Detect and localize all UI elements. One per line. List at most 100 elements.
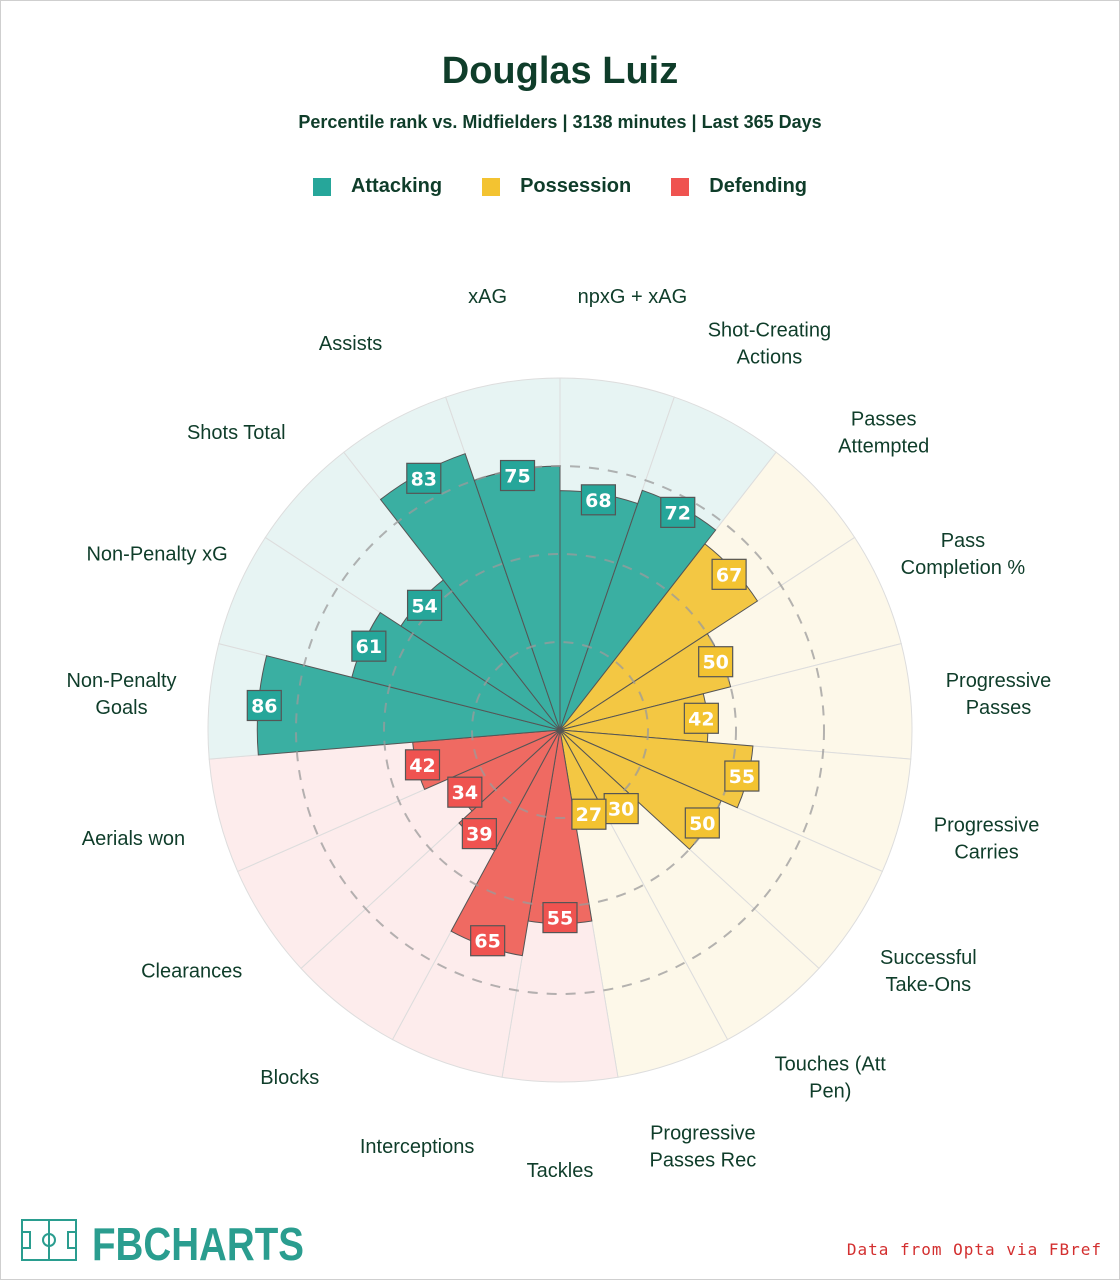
axis-label-non-penalty-xg: Non-Penalty xG <box>86 543 227 565</box>
value-text-touches-att-pen: 30 <box>608 799 634 821</box>
value-box-shot-creating-actions <box>660 496 696 528</box>
axis-label-progressive-passes: Progressive Passes <box>946 670 1052 719</box>
value-box-shots-total <box>406 589 443 621</box>
axis-label-line: Assists <box>319 333 382 355</box>
value-label-aerials-won: 42 <box>404 749 441 781</box>
value-label-shot-creating-actions: 72 <box>660 496 696 528</box>
grid-ring-50 <box>383 553 737 907</box>
axis-label-progressive-carries: Progressive Carries <box>934 815 1040 864</box>
value-box-aerials-won <box>404 749 441 781</box>
grid-ring-25 <box>471 641 649 819</box>
value-label-touches-att-pen: 30 <box>603 792 639 825</box>
axis-label-non-penalty-goals: Non-Penalty Goals <box>66 670 176 719</box>
value-label-passes-attempted: 67 <box>711 558 747 590</box>
legend-label-defending: Defending <box>709 175 808 197</box>
axis-label-line: Goals <box>95 697 147 719</box>
axis-label-line: npxG + xAG <box>578 286 688 308</box>
value-text-progressive-passes-rec: 27 <box>576 804 602 826</box>
value-text-shot-creating-actions: 72 <box>665 502 691 524</box>
value-text-non-penalty-xg: 61 <box>356 636 382 658</box>
legend-label-attacking: Attacking <box>350 175 443 197</box>
legend-swatch-attacking <box>312 177 331 196</box>
axis-label-line: Carries <box>954 842 1018 864</box>
axis-label-tackles: Tackles <box>527 1160 594 1182</box>
fbcharts-logo: FBCHARTS <box>21 1218 304 1268</box>
axis-label-aerials-won: Aerials won <box>82 828 185 850</box>
axis-label-line: Passes <box>966 697 1032 719</box>
axis-label-touches-att-pen: Touches (Att Pen) <box>775 1054 887 1103</box>
logo-wordmark: FBCHARTS <box>92 1218 304 1268</box>
axis-label-line: Progressive <box>650 1123 756 1145</box>
value-box-non-penalty-xg <box>351 630 387 662</box>
value-box-progressive-passes <box>683 702 719 734</box>
value-label-interceptions: 65 <box>470 925 506 957</box>
value-text-passes-attempted: 67 <box>716 564 742 586</box>
axis-label-successful-take-ons: Successful Take-Ons <box>880 947 977 996</box>
value-box-xag <box>499 459 536 492</box>
value-text-blocks: 39 <box>466 824 492 846</box>
axis-label-line: Passes Rec <box>650 1150 757 1172</box>
axis-label-line: Blocks <box>260 1067 319 1089</box>
axis-label-shots-total: Shots Total <box>187 422 286 444</box>
axis-label-line: Aerials won <box>82 828 185 850</box>
value-label-non-penalty-goals: 86 <box>246 689 282 722</box>
value-box-npxg-xag <box>580 484 617 516</box>
axis-label-line: Take-Ons <box>886 974 972 996</box>
legend-swatch-defending <box>671 177 690 196</box>
data-source-note: Data from Opta via FBref <box>846 1240 1102 1259</box>
legend-item-attacking: Attacking <box>312 175 443 198</box>
axis-label-npxg-xag: npxG + xAG <box>578 286 688 308</box>
value-label-progressive-passes: 42 <box>683 702 719 734</box>
value-text-interceptions: 65 <box>474 931 500 953</box>
axis-label-blocks: Blocks <box>260 1067 319 1089</box>
value-label-xag: 75 <box>499 459 536 492</box>
value-label-non-penalty-xg: 61 <box>351 630 387 662</box>
axis-label-line: Successful <box>880 947 977 969</box>
axis-label-line: Attempted <box>838 436 929 458</box>
radar-bars <box>256 453 759 957</box>
axis-label-line: Completion % <box>901 557 1026 579</box>
value-label-blocks: 39 <box>461 817 497 850</box>
legend-item-defending: Defending <box>671 175 807 198</box>
value-text-xag: 75 <box>504 466 530 488</box>
axis-label-line: Touches (Att <box>775 1054 887 1076</box>
value-box-assists <box>406 462 442 494</box>
axis-label-line: Pen) <box>809 1081 851 1103</box>
radar-grid <box>295 465 825 995</box>
pitch-icon <box>21 1219 77 1261</box>
value-label-tackles: 55 <box>542 901 578 934</box>
radar-axis-labels: npxG + xAG Shot-Creating Actions Passes Atte… <box>66 286 1051 1182</box>
value-label-progressive-passes-rec: 27 <box>571 798 607 830</box>
axis-label-assists: Assists <box>319 333 382 355</box>
legend: Attacking Possession Defending <box>0 175 1120 198</box>
axis-label-line: Actions <box>737 347 803 369</box>
value-box-progressive-passes-rec <box>571 798 607 830</box>
axis-label-xag: xAG <box>468 286 507 308</box>
axis-label-line: Non-Penalty <box>66 670 176 692</box>
axis-label-line: Interceptions <box>360 1136 475 1158</box>
chart-title: Douglas Luiz <box>441 50 679 92</box>
value-text-successful-take-ons: 50 <box>689 813 715 835</box>
value-label-npxg-xag: 68 <box>580 484 617 516</box>
value-box-interceptions <box>470 925 506 957</box>
axis-label-shot-creating-actions: Shot-Creating Actions <box>708 320 831 369</box>
axis-label-interceptions: Interceptions <box>360 1136 475 1158</box>
value-label-pass-completion: 50 <box>698 646 734 678</box>
axis-label-line: Progressive <box>946 670 1052 692</box>
value-box-clearances <box>447 776 483 808</box>
axis-label-line: Non-Penalty xG <box>86 543 227 565</box>
axis-label-line: Clearances <box>141 961 242 983</box>
value-box-progressive-carries <box>724 760 760 792</box>
legend-swatch-possession <box>482 177 501 196</box>
value-box-successful-take-ons <box>684 807 720 839</box>
value-text-progressive-passes: 42 <box>688 708 714 730</box>
axis-label-clearances: Clearances <box>141 961 242 983</box>
value-text-shots-total: 54 <box>411 595 437 617</box>
pitch-center-circle <box>42 1233 56 1247</box>
value-text-npxg-xag: 68 <box>585 490 611 512</box>
axis-label-line: Passes <box>851 409 917 431</box>
axis-label-line: Shots Total <box>187 422 286 444</box>
value-box-pass-completion <box>698 646 734 678</box>
chart-subtitle: Percentile rank vs. Midfielders | 3138 m… <box>298 112 822 132</box>
